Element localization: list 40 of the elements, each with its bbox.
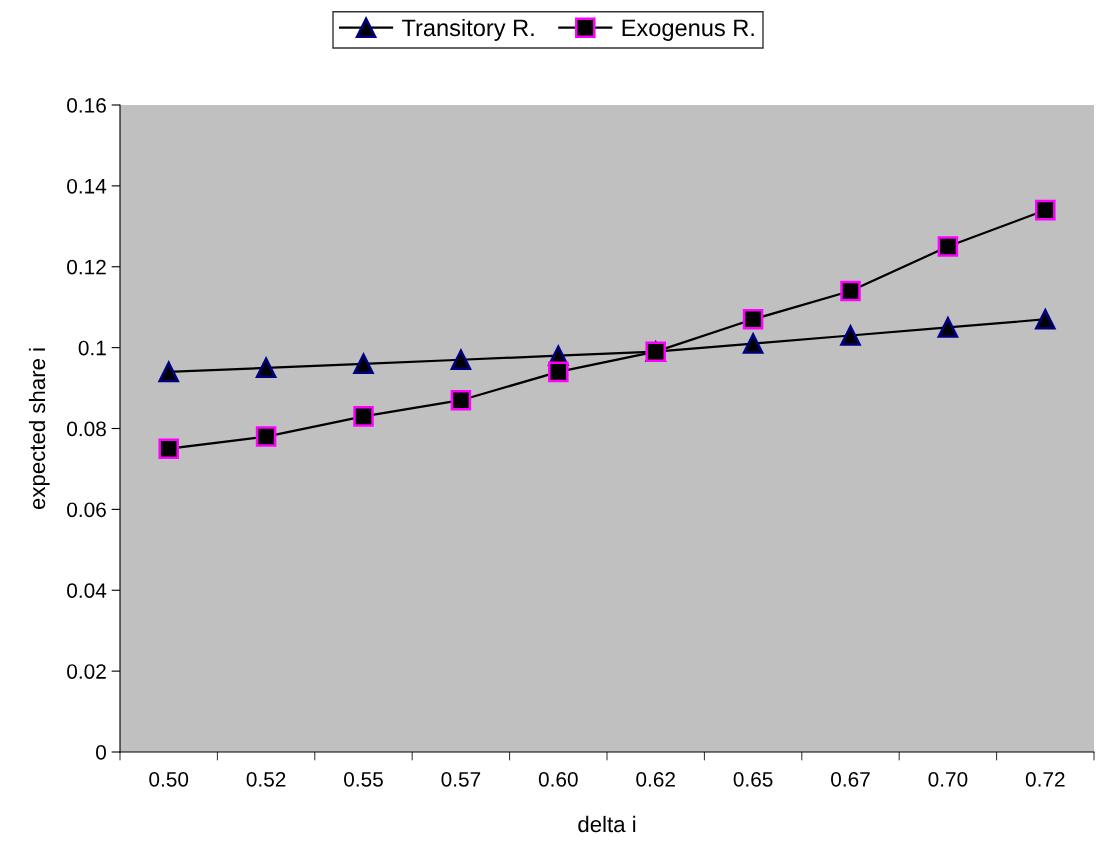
x-tick-label: 0.60 <box>538 771 578 787</box>
point <box>840 325 861 346</box>
x-tick-label: 0.70 <box>928 771 968 787</box>
x-tick-label: 0.57 <box>441 771 481 787</box>
point <box>450 349 472 371</box>
point <box>1035 199 1056 221</box>
y-tick-label: 0.06 <box>67 502 106 518</box>
x-tick-label: 0.67 <box>831 771 870 787</box>
y-tick-label: 0.16 <box>67 98 106 113</box>
y-tick-label: 0.14 <box>67 178 107 194</box>
y-axis-title: expected share i <box>28 348 50 510</box>
legend-label: Exogenus R. <box>622 19 754 41</box>
y-tick-label: 0 <box>96 745 106 760</box>
point <box>255 426 277 447</box>
point <box>255 357 277 379</box>
point <box>158 438 179 459</box>
point <box>937 236 959 257</box>
x-tick-label: 0.62 <box>636 771 675 787</box>
point <box>353 406 374 427</box>
point <box>450 389 472 411</box>
x-tick-label: 0.55 <box>344 771 383 787</box>
point <box>937 317 959 338</box>
x-tick-label: 0.50 <box>149 771 189 787</box>
x-axis-title: delta i <box>578 815 636 833</box>
x-tick-label: 0.52 <box>246 771 286 787</box>
point <box>353 353 374 375</box>
point <box>742 309 764 330</box>
point <box>840 280 861 302</box>
point <box>1035 309 1056 330</box>
x-tick-label: 0.65 <box>733 771 773 787</box>
point <box>158 361 179 383</box>
y-tick-label: 0.12 <box>67 259 106 275</box>
x-tick-label: 0.72 <box>1025 771 1065 787</box>
y-tick-label: 0.1 <box>78 340 106 356</box>
y-tick-label: 0.04 <box>67 583 107 598</box>
point <box>548 361 569 383</box>
y-tick-label: 0.08 <box>67 421 106 437</box>
legend-label: Transitory R. <box>402 18 534 41</box>
y-tick-label: 0.02 <box>67 664 106 679</box>
point <box>742 333 764 354</box>
